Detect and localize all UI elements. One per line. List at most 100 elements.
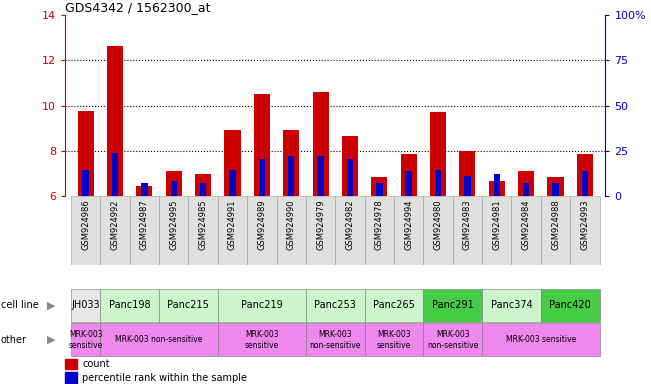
Bar — [165, 171, 182, 196]
Text: MRK-003
non-sensitive: MRK-003 non-sensitive — [310, 330, 361, 349]
Bar — [570, 196, 600, 265]
Bar — [493, 174, 500, 196]
Bar — [71, 196, 100, 265]
Bar — [254, 94, 270, 196]
Text: MRK-003
sensitive: MRK-003 sensitive — [68, 330, 103, 349]
Text: GSM924987: GSM924987 — [140, 199, 149, 250]
Bar — [317, 156, 324, 196]
Bar — [288, 156, 294, 196]
Text: Panc291: Panc291 — [432, 300, 474, 310]
Bar — [83, 170, 89, 196]
Text: other: other — [1, 335, 27, 345]
Bar — [400, 154, 417, 196]
Bar — [547, 177, 564, 196]
Bar — [342, 136, 358, 196]
Text: percentile rank within the sample: percentile rank within the sample — [83, 372, 247, 382]
Bar — [489, 181, 505, 196]
Text: Panc198: Panc198 — [109, 300, 150, 310]
Text: GSM924978: GSM924978 — [375, 199, 384, 250]
Bar — [200, 184, 206, 196]
Bar — [130, 196, 159, 265]
Bar — [107, 46, 123, 196]
Bar — [218, 323, 306, 356]
Bar — [229, 170, 236, 196]
Text: GSM924991: GSM924991 — [228, 199, 237, 250]
Bar — [365, 196, 394, 265]
Text: GSM924988: GSM924988 — [551, 199, 560, 250]
Bar — [464, 175, 471, 196]
Bar — [218, 289, 306, 322]
Text: MRK-003
sensitive: MRK-003 sensitive — [377, 330, 411, 349]
Text: Panc219: Panc219 — [241, 300, 283, 310]
Bar — [306, 196, 335, 265]
Bar — [552, 184, 559, 196]
Bar — [394, 196, 423, 265]
Text: GDS4342 / 1562300_at: GDS4342 / 1562300_at — [65, 1, 211, 14]
Bar — [159, 196, 188, 265]
Text: GSM924993: GSM924993 — [581, 199, 589, 250]
Bar — [171, 181, 177, 196]
Text: GSM924981: GSM924981 — [492, 199, 501, 250]
Bar — [365, 289, 423, 322]
Text: GSM924985: GSM924985 — [199, 199, 208, 250]
Text: MRK-003
sensitive: MRK-003 sensitive — [245, 330, 279, 349]
Bar — [430, 113, 446, 196]
Bar — [423, 323, 482, 356]
Bar — [195, 174, 211, 196]
Text: ▶: ▶ — [47, 300, 55, 310]
Bar — [577, 154, 593, 196]
Text: MRK-003 sensitive: MRK-003 sensitive — [506, 335, 576, 344]
Text: Panc374: Panc374 — [491, 300, 533, 310]
Bar — [482, 323, 600, 356]
Bar — [112, 153, 118, 196]
Text: GSM924992: GSM924992 — [111, 199, 120, 250]
Text: GSM924983: GSM924983 — [463, 199, 472, 250]
Bar — [77, 111, 94, 196]
Bar — [218, 196, 247, 265]
Bar — [365, 323, 423, 356]
Bar — [159, 289, 218, 322]
Bar — [306, 323, 365, 356]
Bar — [482, 196, 512, 265]
Bar — [65, 372, 77, 382]
Text: cell line: cell line — [1, 300, 38, 310]
Bar — [482, 289, 541, 322]
Text: JH033: JH033 — [72, 300, 100, 310]
Bar — [406, 171, 412, 196]
Text: MRK-003
non-sensitive: MRK-003 non-sensitive — [427, 330, 478, 349]
Bar — [460, 151, 475, 196]
Bar — [518, 171, 534, 196]
Bar — [347, 159, 353, 196]
Bar — [188, 196, 218, 265]
Bar — [225, 131, 241, 196]
Bar — [258, 159, 265, 196]
Text: GSM924995: GSM924995 — [169, 199, 178, 250]
Bar — [65, 359, 77, 369]
Bar — [423, 289, 482, 322]
Bar — [452, 196, 482, 265]
Bar — [71, 289, 100, 322]
Bar — [100, 196, 130, 265]
Text: GSM924986: GSM924986 — [81, 199, 90, 250]
Bar — [100, 323, 218, 356]
Bar — [371, 177, 387, 196]
Bar — [335, 196, 365, 265]
Bar — [523, 184, 529, 196]
Text: GSM924989: GSM924989 — [257, 199, 266, 250]
Bar — [71, 323, 100, 356]
Bar — [283, 131, 299, 196]
Text: GSM924990: GSM924990 — [286, 199, 296, 250]
Text: Panc420: Panc420 — [549, 300, 591, 310]
Bar — [512, 196, 541, 265]
Text: MRK-003 non-sensitive: MRK-003 non-sensitive — [115, 335, 202, 344]
Bar — [100, 289, 159, 322]
Text: GSM924979: GSM924979 — [316, 199, 325, 250]
Text: Panc253: Panc253 — [314, 300, 356, 310]
Bar — [541, 196, 570, 265]
Text: GSM924984: GSM924984 — [521, 199, 531, 250]
Bar — [141, 184, 148, 196]
Text: GSM924994: GSM924994 — [404, 199, 413, 250]
Text: GSM924982: GSM924982 — [346, 199, 354, 250]
Bar — [136, 186, 152, 196]
Text: Panc215: Panc215 — [167, 300, 210, 310]
